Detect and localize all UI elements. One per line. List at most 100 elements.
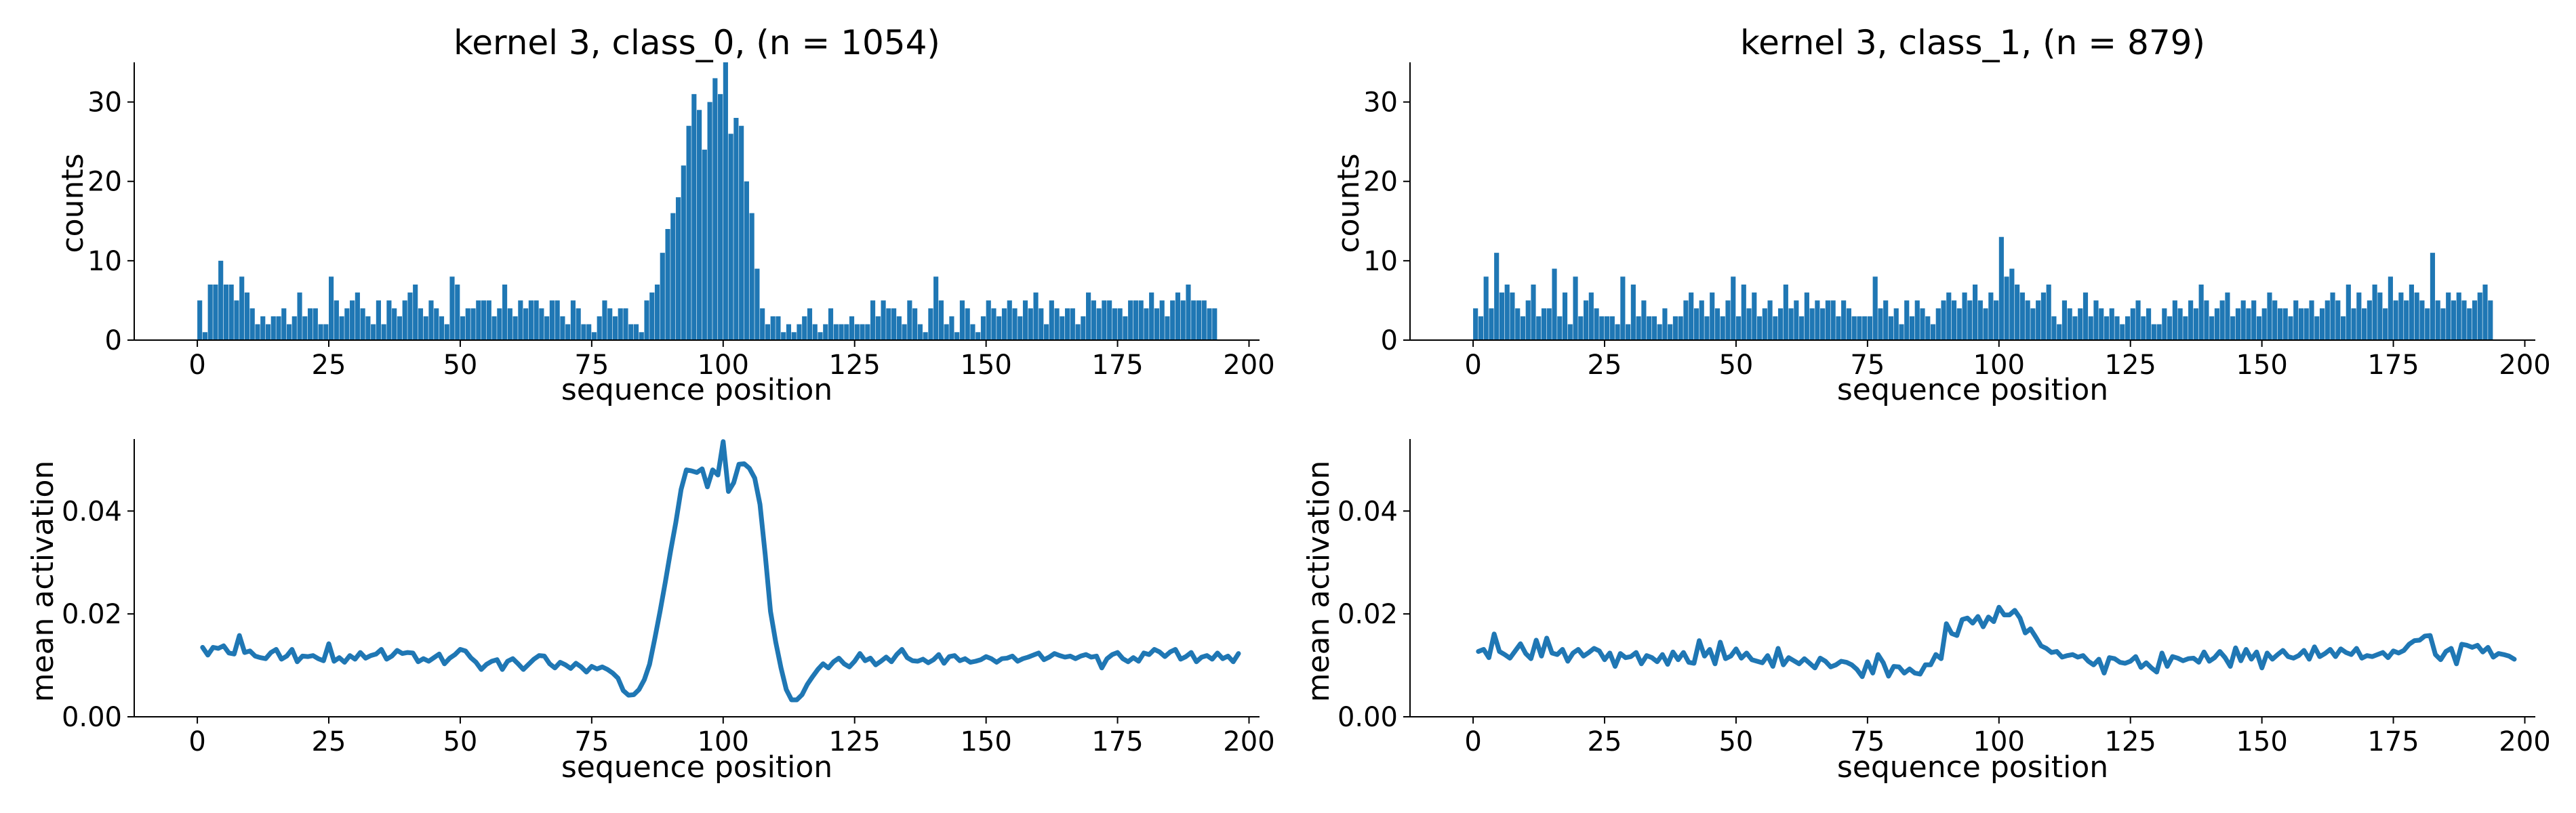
bar [2188,300,2194,340]
bar [844,324,849,340]
bar [1515,308,1521,340]
bar [902,324,907,340]
bar [1878,308,1883,340]
bar [639,332,644,340]
bar [2398,292,2404,340]
y-axis-label: mean activation [26,461,60,703]
bar [702,149,707,341]
x-axis-label: sequence position [1837,373,2108,407]
bar [881,300,886,340]
plot-area [197,62,1217,341]
bar [2377,292,2383,340]
bar [2367,300,2372,340]
bar [476,300,481,340]
bar [2277,308,2283,340]
bar [413,285,418,340]
bar [2167,316,2173,340]
bar [2272,300,2278,340]
bar [707,102,712,340]
bar [2256,316,2262,340]
bar [2046,285,2051,340]
bar [1154,308,1160,340]
bar [797,324,802,340]
bar [1914,300,1920,340]
bar [1851,316,1857,340]
bar [623,308,628,340]
bar [2141,316,2146,340]
bar [986,300,991,340]
bar [2461,300,2467,340]
bar [402,300,407,340]
bar [1777,308,1784,340]
bar [534,300,539,340]
bar [781,332,786,340]
bar [1930,324,1936,340]
bar [1735,316,1742,340]
bar [297,292,302,340]
bar [397,316,403,340]
bar [860,324,865,340]
x-tick-label: 50 [443,350,477,381]
bar [1678,316,1683,340]
bar [654,285,660,340]
bar [870,300,876,340]
bar [675,197,681,340]
bar [1567,324,1573,340]
plot-area [1473,236,2493,340]
bar [1925,316,1931,340]
bar [2293,300,2299,340]
bar [2172,300,2177,340]
bar [697,110,702,341]
bar [565,324,571,340]
bar [1836,316,1841,340]
bar [2093,300,2099,340]
bar [244,292,250,340]
bar [1128,300,1133,340]
bar [760,308,765,340]
panel-hist-class0: kernel 3, class_0, (n = 1054) sequence p… [56,23,1275,407]
bar [1977,300,1983,340]
bar [555,300,560,340]
bar [1510,292,1515,340]
bar [323,324,329,340]
bar [392,308,397,340]
bar [286,324,292,340]
panel-title: kernel 3, class_0, (n = 1054) [454,23,940,62]
x-tick-label: 75 [574,350,609,381]
bar [2009,268,2015,340]
bar [2393,300,2398,340]
bar [1804,292,1809,340]
bar [770,316,776,340]
bar [944,324,949,340]
bar [828,308,834,340]
bar [560,316,565,340]
bar [1815,300,1820,340]
x-tick-label: 200 [2499,726,2550,757]
bar [470,308,476,340]
bar [2156,324,2162,340]
x-tick-label: 125 [2105,350,2156,381]
bar [260,316,266,340]
x-tick-label: 150 [2236,726,2287,757]
bar [965,308,970,340]
bar [223,285,229,340]
bar [2177,308,2183,340]
bar [907,300,912,340]
bar [539,308,544,340]
bar [839,324,844,340]
bar [2251,300,2257,340]
bar [1741,285,1746,340]
bar [602,300,607,340]
bar [1562,292,1568,340]
bar [1489,308,1494,340]
y-tick-label: 20 [1363,167,1398,198]
bar [586,324,592,340]
bar [1893,308,1899,340]
x-tick-label: 150 [960,350,1011,381]
bar [1123,316,1128,340]
series-line [200,439,1241,703]
bar [523,308,529,340]
bar [2130,308,2135,340]
y-tick-label: 0 [1381,325,1398,356]
bar [2456,292,2461,340]
